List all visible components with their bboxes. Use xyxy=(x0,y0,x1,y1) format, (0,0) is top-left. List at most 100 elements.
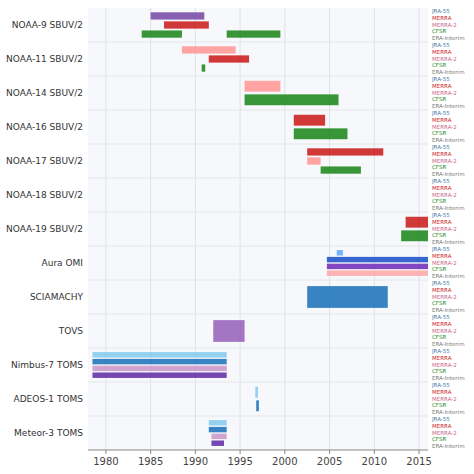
annotation: CFSR xyxy=(432,266,446,272)
annotation: MERRA xyxy=(432,15,452,21)
bar xyxy=(245,94,339,105)
annotation: MERRA-2 xyxy=(432,22,457,28)
annotation: ERA-Interim xyxy=(432,239,465,245)
y-tick-label: TOVS xyxy=(58,326,84,336)
row-divider xyxy=(88,110,428,111)
annotation: MERRA xyxy=(432,83,452,89)
grid-line xyxy=(150,8,151,450)
row-divider xyxy=(88,42,428,43)
bar xyxy=(337,250,343,255)
annotation: CFSR xyxy=(432,164,446,170)
annotation: ERA-Interim xyxy=(432,409,465,415)
bar xyxy=(209,420,227,425)
annotation: MERRA-2 xyxy=(432,226,457,232)
tick-mark xyxy=(374,450,375,454)
x-tick-label: 2000 xyxy=(272,456,297,467)
bars xyxy=(92,12,428,446)
row-divider xyxy=(88,246,428,247)
grid-line xyxy=(419,8,420,450)
y-tick-label: NOAA-9 SBUV/2 xyxy=(12,20,83,30)
x-tick-label: 1985 xyxy=(138,456,163,467)
y-tick-label: NOAA-11 SBUV/2 xyxy=(6,54,83,64)
y-tick-label: Nimbus-7 TOMS xyxy=(11,360,83,370)
grid-line xyxy=(284,8,285,450)
annotation: MERRA-2 xyxy=(432,158,457,164)
y-tick-label: NOAA-19 SBUV/2 xyxy=(6,224,83,234)
annotation: MERRA xyxy=(432,321,452,327)
row-divider xyxy=(88,382,428,383)
annotation: MERRA-2 xyxy=(432,56,457,62)
y-tick-label: SCIAMACHY xyxy=(30,292,84,302)
annotation: MERRA xyxy=(432,355,452,361)
annotation: MERRA xyxy=(432,423,452,429)
x-tick-label: 2005 xyxy=(317,456,342,467)
tick-mark xyxy=(195,450,196,454)
annotation: CFSR xyxy=(432,96,446,102)
annotation: MERRA-2 xyxy=(432,124,457,130)
annotation: ERA-Interim xyxy=(432,307,465,313)
annotation: CFSR xyxy=(432,368,446,374)
grid-line xyxy=(329,8,330,450)
annotation: MERRA-2 xyxy=(432,192,457,198)
annotation: MERRA xyxy=(432,151,452,157)
x-tick-label: 2015 xyxy=(406,456,431,467)
y-tick-label: NOAA-18 SBUV/2 xyxy=(6,190,83,200)
annotation: CFSR xyxy=(432,334,446,340)
bar xyxy=(406,217,428,228)
bar xyxy=(307,157,320,164)
bar xyxy=(327,257,428,262)
annotation: MERRA-2 xyxy=(432,260,457,266)
y-tick-label: NOAA-14 SBUV/2 xyxy=(6,88,83,98)
y-tick-label: NOAA-17 SBUV/2 xyxy=(6,156,83,166)
plot-background xyxy=(88,8,428,450)
grid-line xyxy=(195,8,196,450)
annotation: MERRA xyxy=(432,185,452,191)
annotation: ERA-Interim xyxy=(432,443,465,449)
annotation: MERRA xyxy=(432,389,452,395)
annotation: ERA-Interim xyxy=(432,137,465,143)
chart: 19801985199019952000200520102015NOAA-9 S… xyxy=(0,0,474,474)
bar xyxy=(327,264,428,269)
bar xyxy=(92,372,226,377)
bar xyxy=(307,148,383,155)
annotation: MERRA-2 xyxy=(432,90,457,96)
annotation: MERRA-2 xyxy=(432,430,457,436)
annotation: ERA-Interim xyxy=(432,69,465,75)
annotation: CFSR xyxy=(432,28,446,34)
annotation: CFSR xyxy=(432,300,446,306)
annotation: MERRA xyxy=(432,49,452,55)
bar xyxy=(327,270,428,275)
annotation: MERRA-2 xyxy=(432,328,457,334)
row-divider xyxy=(88,76,428,77)
annotation: ERA-Interim xyxy=(432,375,465,381)
row-divider xyxy=(88,144,428,145)
y-tick-label: Aura OMI xyxy=(42,258,83,268)
bar xyxy=(294,115,325,126)
tick-mark xyxy=(240,450,241,454)
grid-line xyxy=(374,8,375,450)
tick-mark xyxy=(150,450,151,454)
bar xyxy=(92,352,226,357)
tick-mark xyxy=(419,450,420,454)
y-tick-label: Meteor-3 TOMS xyxy=(14,428,83,438)
y-tick-label: NOAA-16 SBUV/2 xyxy=(6,122,83,132)
annotation: MERRA xyxy=(432,117,452,123)
row-divider xyxy=(88,314,428,315)
bar xyxy=(321,166,361,173)
annotation: CFSR xyxy=(432,198,446,204)
tick-mark xyxy=(284,450,285,454)
row-divider xyxy=(88,348,428,349)
bar xyxy=(307,286,388,308)
bar xyxy=(401,230,428,241)
annotation: CFSR xyxy=(432,62,446,68)
annotation: ERA-Interim xyxy=(432,341,465,347)
bar xyxy=(164,21,209,28)
y-tick-label: ADEOS-1 TOMS xyxy=(14,394,84,404)
annotation: ERA-Interim xyxy=(432,103,465,109)
bar xyxy=(213,320,244,342)
annotation: ERA-Interim xyxy=(432,171,465,177)
annotation: MERRA xyxy=(432,253,452,259)
annotation: CFSR xyxy=(432,402,446,408)
x-tick-label: 2010 xyxy=(362,456,387,467)
bar xyxy=(211,434,226,439)
